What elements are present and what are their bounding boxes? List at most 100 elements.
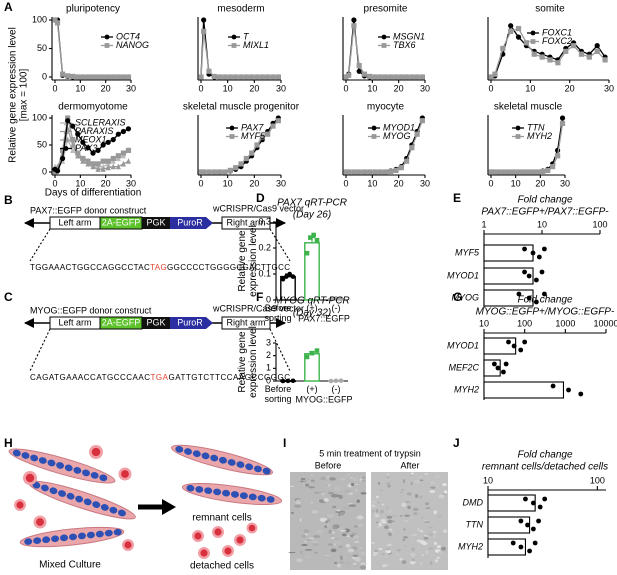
marker (198, 74, 204, 80)
cell-speck (371, 541, 375, 544)
construct-label: MYOG::EGFP donor construct (30, 305, 152, 315)
cell-speck (382, 564, 386, 568)
y-axis-label: [max = 100] (19, 69, 30, 122)
stop-codon: TGA (151, 373, 169, 382)
homology-line (269, 228, 291, 262)
marker (52, 169, 58, 175)
series-line (54, 119, 129, 172)
marker (280, 378, 286, 384)
marker (388, 74, 394, 80)
cell-speck (421, 541, 428, 546)
cell-speck (427, 526, 434, 529)
marker (211, 169, 217, 175)
cell-speck (333, 538, 340, 540)
cell-speck (330, 493, 339, 498)
marker (540, 168, 546, 175)
marker (95, 166, 101, 172)
x-tick-label: 20 (535, 178, 545, 188)
marker (104, 43, 110, 48)
nucleus (248, 493, 257, 501)
x-tick-label: 10 (223, 178, 233, 188)
nucleus (47, 459, 56, 467)
cell-speck (345, 543, 351, 548)
cell-speck (375, 495, 379, 499)
nucleus (195, 486, 204, 493)
nucleus (245, 463, 254, 471)
marker (559, 115, 566, 121)
cell-speck (333, 543, 336, 546)
cell-speck (314, 551, 319, 554)
cell-speck (339, 529, 347, 532)
right-arm-label: Right arm (226, 217, 265, 227)
cell-speck (438, 494, 445, 499)
marker (530, 500, 536, 506)
y-tick-label: 0 (266, 294, 271, 304)
legend-label: MEOX1 (75, 134, 107, 144)
marker (90, 161, 96, 167)
marker (530, 30, 536, 36)
panel-label: G (453, 290, 462, 304)
cell-speck (355, 488, 359, 493)
cell-speck (396, 549, 401, 552)
chart-title: Fold change (517, 195, 572, 206)
cell-speck (380, 518, 387, 523)
cell-speck (423, 521, 430, 524)
chart-subtitle: (Day 32) (293, 308, 331, 319)
marker (333, 296, 339, 301)
nucleus (92, 501, 101, 509)
marker (495, 169, 501, 175)
series-line (346, 120, 423, 173)
nucleus (219, 456, 227, 464)
cell-speck (310, 501, 314, 504)
cell-speck (300, 480, 304, 483)
cell-speck (436, 515, 442, 518)
cell-speck (386, 515, 393, 519)
marker (285, 378, 291, 384)
cell-speck (335, 526, 340, 528)
cell-speck (429, 490, 436, 493)
cell-speck (360, 492, 367, 495)
nucleus (24, 538, 33, 545)
myotube (8, 448, 116, 484)
cell-speck (406, 492, 412, 496)
marker (547, 57, 553, 63)
cell-speck (402, 538, 406, 542)
cell-speck (419, 495, 423, 499)
x-tick-label: 1 (481, 219, 486, 229)
marker (328, 296, 334, 302)
cell-speck (338, 494, 343, 499)
y-tick-label: 0 (266, 375, 271, 385)
marker (115, 153, 121, 159)
x-tick-label: 20 (565, 83, 575, 93)
legend-label: NANOG (116, 40, 149, 50)
arrow-head (276, 318, 286, 328)
cell-label: detached cells (190, 561, 254, 572)
cell-speck (381, 503, 384, 506)
marker (206, 169, 212, 175)
cell-speck (319, 499, 324, 502)
marker (308, 235, 313, 240)
cell-speck (312, 543, 319, 547)
x-tick-label: 10 (367, 178, 377, 188)
y-tick-label: 0.3 (258, 216, 271, 226)
cell-speck (353, 524, 358, 529)
cell-speck (359, 478, 362, 481)
vector-label: wCRISPR/Cas9 vector (212, 303, 304, 313)
cell-speck (329, 477, 336, 481)
marker (100, 166, 106, 172)
marker (550, 383, 556, 389)
left-arm-label: Left arm (58, 317, 91, 327)
cell-speck (354, 541, 360, 543)
y-tick-label: DMD (463, 497, 484, 507)
cell-speck (377, 481, 381, 485)
cell-speck (336, 509, 341, 512)
round-cell-core (214, 528, 222, 536)
nucleus (239, 492, 248, 499)
bar (483, 267, 534, 285)
cell-speck (362, 476, 365, 479)
cell-speck (342, 533, 347, 537)
cell-speck (378, 522, 382, 527)
marker (80, 139, 86, 145)
cell-speck (347, 473, 351, 477)
cell-speck (342, 555, 348, 560)
